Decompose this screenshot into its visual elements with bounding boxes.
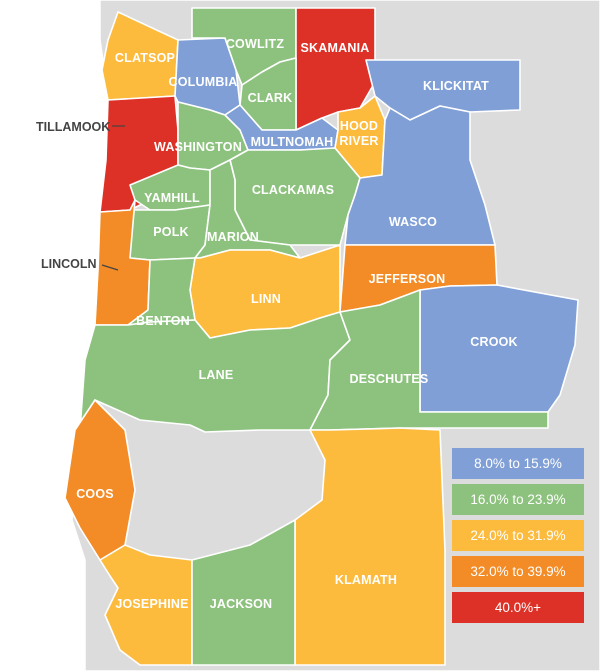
label-klickitat: KLICKITAT [423, 79, 489, 93]
label-coos: COOS [76, 487, 114, 501]
label-clatsop: CLATSOP [115, 51, 175, 65]
legend-item-40-plus: 40.0%+ [452, 592, 584, 623]
label-river: RIVER [339, 134, 378, 148]
legend-item-24-31: 24.0% to 31.9% [452, 520, 584, 551]
label-linn: LINN [251, 292, 281, 306]
label-clark: CLARK [248, 91, 293, 105]
label-lincoln: LINCOLN [41, 257, 97, 271]
label-deschutes: DESCHUTES [350, 372, 429, 386]
label-jefferson: JEFFERSON [369, 272, 446, 286]
label-crook: CROOK [470, 335, 518, 349]
label-polk: POLK [153, 225, 189, 239]
county-klamath[interactable] [294, 427, 446, 666]
label-skamania: SKAMANIA [301, 41, 370, 55]
label-clackamas: CLACKAMAS [252, 183, 334, 197]
county-josephine[interactable] [99, 544, 193, 666]
label-yamhill: YAMHILL [144, 191, 200, 205]
county-wasco[interactable] [344, 105, 496, 246]
label-columbia: COLUMBIA [169, 75, 238, 89]
label-benton: BENTON [136, 314, 190, 328]
legend: 8.0% to 15.9% 16.0% to 23.9% 24.0% to 31… [452, 448, 584, 628]
label-tillamook: TILLAMOOK [36, 120, 110, 134]
label-cowlitz: COWLITZ [226, 37, 284, 51]
label-josephine: JOSEPHINE [115, 597, 188, 611]
legend-item-32-39: 32.0% to 39.9% [452, 556, 584, 587]
label-marion: MARION [207, 230, 259, 244]
legend-item-16-23: 16.0% to 23.9% [452, 484, 584, 515]
label-hood: HOOD [340, 119, 378, 133]
label-wasco: WASCO [389, 215, 437, 229]
label-washington: WASHINGTON [154, 140, 242, 154]
lincoln-leader [101, 264, 119, 271]
label-multnomah: MULTNOMAH [251, 135, 334, 149]
label-jackson: JACKSON [210, 597, 273, 611]
county-jackson[interactable] [191, 519, 296, 666]
legend-item-8-15: 8.0% to 15.9% [452, 448, 584, 479]
label-klamath: KLAMATH [335, 573, 397, 587]
label-lane: LANE [199, 368, 234, 382]
